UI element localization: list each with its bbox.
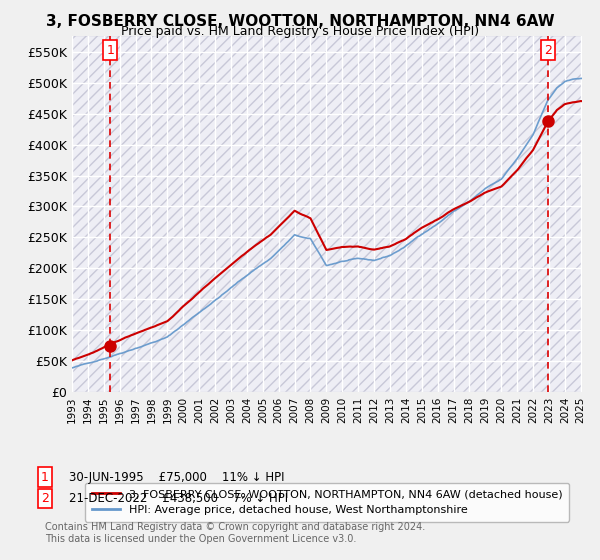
Text: 1: 1 — [41, 470, 49, 484]
Text: 21-DEC-2022    £438,500    7% ↓ HPI: 21-DEC-2022 £438,500 7% ↓ HPI — [69, 492, 288, 505]
Text: Contains HM Land Registry data © Crown copyright and database right 2024.
This d: Contains HM Land Registry data © Crown c… — [45, 522, 425, 544]
Text: 1: 1 — [106, 44, 115, 57]
Text: 2: 2 — [544, 44, 551, 57]
Text: 2: 2 — [41, 492, 49, 505]
Legend: 3, FOSBERRY CLOSE, WOOTTON, NORTHAMPTON, NN4 6AW (detached house), HPI: Average : 3, FOSBERRY CLOSE, WOOTTON, NORTHAMPTON,… — [85, 483, 569, 521]
Text: 30-JUN-1995    £75,000    11% ↓ HPI: 30-JUN-1995 £75,000 11% ↓ HPI — [69, 470, 284, 484]
Text: Price paid vs. HM Land Registry's House Price Index (HPI): Price paid vs. HM Land Registry's House … — [121, 25, 479, 38]
Text: 3, FOSBERRY CLOSE, WOOTTON, NORTHAMPTON, NN4 6AW: 3, FOSBERRY CLOSE, WOOTTON, NORTHAMPTON,… — [46, 14, 554, 29]
